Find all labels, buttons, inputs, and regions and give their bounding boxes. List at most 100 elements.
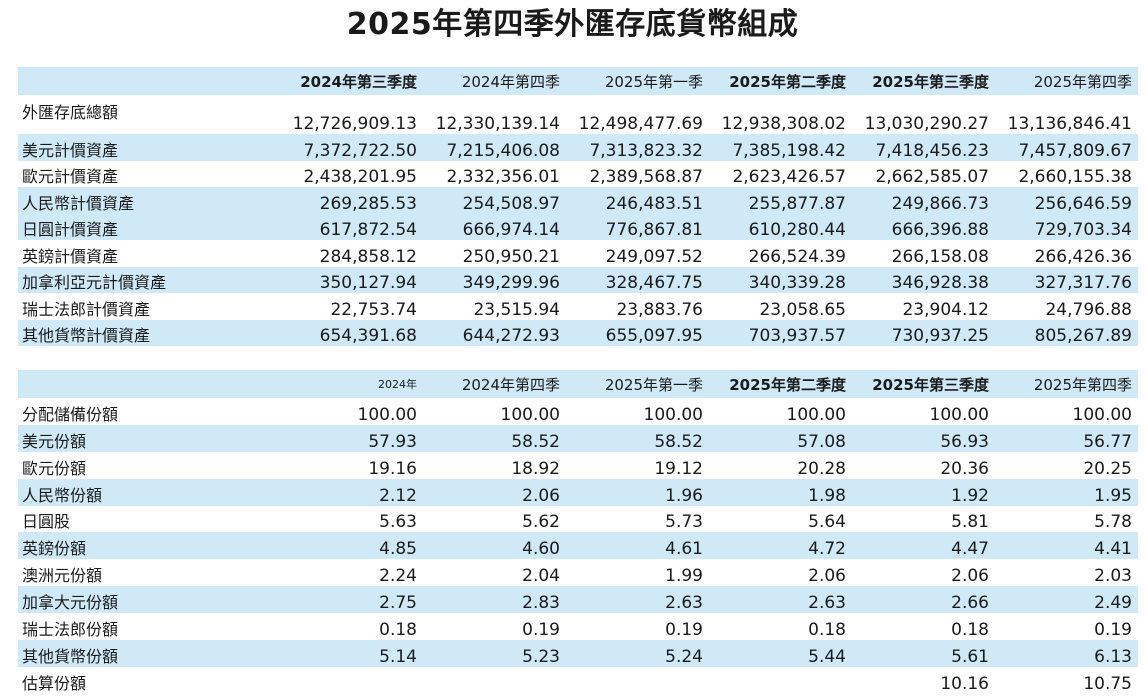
- table-cell: 12,726,909.13: [292, 114, 417, 134]
- table-row: 歐元計價資產 2,438,201.95 2,332,356.01 2,389,5…: [18, 161, 1138, 187]
- table-row: 英鎊份額 4.85 4.60 4.61 4.72 4.47 4.41: [18, 532, 1138, 560]
- table-cell: 20.25: [1083, 458, 1132, 479]
- table-cell: 617,872.54: [319, 220, 417, 240]
- column-header: 2025年第四季: [1033, 375, 1132, 394]
- table-cell: 0.19: [522, 620, 560, 641]
- table-cell: 7,385,198.42: [732, 140, 846, 161]
- table-cell: 0.18: [808, 620, 846, 641]
- table-cell: 13,136,846.41: [1007, 114, 1132, 134]
- table-cell: 4.85: [379, 539, 417, 560]
- table-cell: 0.19: [1094, 620, 1132, 641]
- table-cell: 2.06: [808, 566, 846, 587]
- table-row: 歐元份額 19.16 18.92 19.12 20.28 20.36 20.25: [18, 452, 1138, 479]
- table-cell: 666,396.88: [891, 220, 989, 240]
- table-cell: 349,299.96: [462, 273, 560, 293]
- table-row: 加拿利亞元計價資產 350,127.94 349,299.96 328,467.…: [18, 266, 1138, 293]
- table-cell: 10.16: [940, 673, 989, 694]
- table-cell: 7,372,722.50: [303, 140, 417, 161]
- column-header: 2024年: [378, 378, 417, 391]
- row-label: 分配儲備份額: [22, 404, 119, 424]
- table-cell: 2.24: [379, 566, 417, 587]
- table-cell: 23,515.94: [473, 299, 560, 320]
- table-cell: 2.06: [522, 485, 560, 506]
- table-cell: 5.24: [665, 646, 703, 667]
- table-cell: 100.00: [1072, 404, 1132, 425]
- row-label: 瑞士法郎計價資產: [22, 299, 151, 319]
- row-label: 英鎊份額: [22, 539, 87, 559]
- table-cell: 7,313,823.32: [589, 140, 703, 161]
- table-cell: 2.83: [522, 593, 560, 614]
- table-cell: 20.36: [940, 458, 989, 479]
- table-cell: [423, 667, 566, 694]
- table-cell: 250,950.21: [462, 246, 560, 267]
- row-label: 日圓計價資產: [22, 220, 119, 239]
- table-row: 英鎊計價資產 284,858.12 250,950.21 249,097.52 …: [18, 240, 1138, 267]
- column-header: 2025年第一季: [604, 72, 703, 91]
- table-cell: 327,317.76: [1034, 273, 1132, 293]
- table-cell: [566, 667, 709, 694]
- column-header: 2025年第二季度: [729, 72, 846, 91]
- table-row: 日圓股 5.63 5.62 5.73 5.64 5.81 5.78: [18, 506, 1138, 533]
- table-row: 人民幣計價資產 269,285.53 254,508.97 246,483.51…: [18, 187, 1138, 214]
- table-cell: 2,438,201.95: [303, 167, 417, 187]
- table-cell: 2.63: [665, 593, 703, 614]
- table-cell: 56.93: [940, 431, 989, 452]
- table-cell: 57.08: [797, 431, 846, 452]
- reserve-amount-table: 2024年第三季度 2024年第四季 2025年第一季 2025年第二季度 20…: [18, 67, 1138, 346]
- table-cell: 5.61: [951, 646, 989, 667]
- table-cell: 19.16: [368, 458, 417, 479]
- table-cell: 644,272.93: [462, 326, 560, 346]
- table-row: 美元計價資產 7,372,722.50 7,215,406.08 7,313,8…: [18, 134, 1138, 161]
- row-label: 澳洲元份額: [22, 566, 103, 586]
- column-header: 2024年第四季: [461, 72, 560, 91]
- reserve-share-table: 2024年 2024年第四季 2025年第一季 2025年第二季度 2025年第…: [18, 370, 1138, 694]
- header-blank-cell: [18, 67, 280, 95]
- table-cell: 5.63: [379, 512, 417, 533]
- table-cell: 5.78: [1094, 512, 1132, 533]
- row-label: 美元計價資產: [22, 140, 119, 160]
- table-cell: 0.18: [951, 620, 989, 641]
- table-cell: 340,339.28: [748, 273, 846, 293]
- column-header: 2024年第三季度: [300, 72, 417, 91]
- table-cell: 1.96: [665, 485, 703, 506]
- table-cell: 5.64: [808, 512, 846, 533]
- table-cell: 0.19: [665, 620, 703, 641]
- table-row: 瑞士法郎計價資產 22,753.74 23,515.94 23,883.76 2…: [18, 293, 1138, 320]
- table-row: 日圓計價資產 617,872.54 666,974.14 776,867.81 …: [18, 213, 1138, 240]
- table-row: 其他貨幣計價資產 654,391.68 644,272.93 655,097.9…: [18, 319, 1138, 346]
- table-cell: 6.13: [1094, 646, 1132, 667]
- header-blank-cell: [18, 370, 280, 398]
- table-cell: 805,267.89: [1034, 326, 1132, 346]
- table-cell: 266,158.08: [891, 246, 989, 267]
- table-cell: 350,127.94: [319, 273, 417, 293]
- table-cell: 2.04: [522, 566, 560, 587]
- table-cell: 2.75: [379, 593, 417, 614]
- table-cell: 249,866.73: [891, 193, 989, 214]
- table-cell: 255,877.87: [748, 193, 846, 214]
- table-cell: 23,883.76: [616, 299, 703, 320]
- row-label: 其他貨幣份額: [22, 646, 119, 666]
- table-cell: 56.77: [1083, 431, 1132, 452]
- table-cell: 5.62: [522, 512, 560, 533]
- column-header: 2025年第二季度: [729, 375, 846, 394]
- table-cell: 100.00: [500, 404, 560, 425]
- table-cell: 610,280.44: [748, 220, 846, 240]
- table-cell: 5.44: [808, 646, 846, 667]
- table-cell: 729,703.34: [1034, 220, 1132, 240]
- table-cell: 100.00: [929, 404, 989, 425]
- table-cell: 266,524.39: [748, 246, 846, 267]
- table-cell: 4.61: [665, 539, 703, 560]
- row-label: 歐元份額: [22, 458, 87, 478]
- table-cell: 4.47: [951, 539, 989, 560]
- table-row: 分配儲備份額 100.00 100.00 100.00 100.00 100.0…: [18, 398, 1138, 425]
- table-cell: 246,483.51: [605, 193, 703, 214]
- table-cell: 1.98: [808, 485, 846, 506]
- table-row: 澳洲元份額 2.24 2.04 1.99 2.06 2.06 2.03: [18, 559, 1138, 586]
- table-cell: 2.03: [1094, 566, 1132, 587]
- table-row: 美元份額 57.93 58.52 58.52 57.08 56.93 56.77: [18, 424, 1138, 452]
- table-cell: 0.18: [379, 620, 417, 641]
- table-cell: 703,937.57: [748, 326, 846, 346]
- page-title: 2025年第四季外匯存底貨幣組成: [346, 7, 799, 42]
- row-label: 估算份額: [22, 673, 87, 693]
- table-cell: 2,662,585.07: [875, 167, 989, 187]
